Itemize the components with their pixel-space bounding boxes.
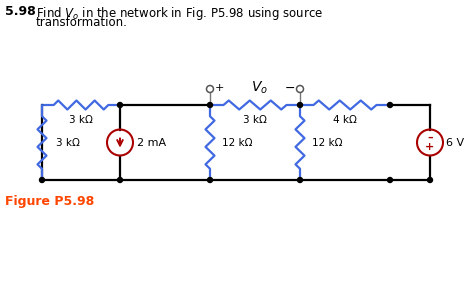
- Circle shape: [298, 177, 302, 183]
- Circle shape: [428, 177, 432, 183]
- Text: 3 kΩ: 3 kΩ: [243, 115, 267, 125]
- Circle shape: [118, 177, 122, 183]
- Text: transformation.: transformation.: [36, 16, 128, 29]
- Text: −: −: [284, 82, 295, 95]
- Text: Find $V_o$ in the network in Fig. P5.98 using source: Find $V_o$ in the network in Fig. P5.98 …: [36, 5, 323, 22]
- Text: 2 mA: 2 mA: [137, 138, 166, 147]
- Text: $V_o$: $V_o$: [252, 80, 268, 96]
- Text: 3 kΩ: 3 kΩ: [56, 138, 80, 147]
- Text: 3 kΩ: 3 kΩ: [69, 115, 93, 125]
- Text: –: –: [427, 132, 433, 143]
- Text: +: +: [215, 83, 224, 93]
- Text: 4 kΩ: 4 kΩ: [333, 115, 357, 125]
- Circle shape: [39, 177, 45, 183]
- Circle shape: [388, 177, 392, 183]
- Text: Figure P5.98: Figure P5.98: [5, 195, 94, 208]
- Circle shape: [388, 102, 392, 108]
- Text: +: +: [425, 143, 435, 153]
- Circle shape: [208, 102, 212, 108]
- Circle shape: [118, 102, 122, 108]
- Text: 12 kΩ: 12 kΩ: [222, 138, 253, 147]
- Text: 6 V: 6 V: [446, 138, 464, 147]
- Circle shape: [298, 102, 302, 108]
- Text: 12 kΩ: 12 kΩ: [312, 138, 343, 147]
- Circle shape: [208, 177, 212, 183]
- Text: 5.98: 5.98: [5, 5, 36, 18]
